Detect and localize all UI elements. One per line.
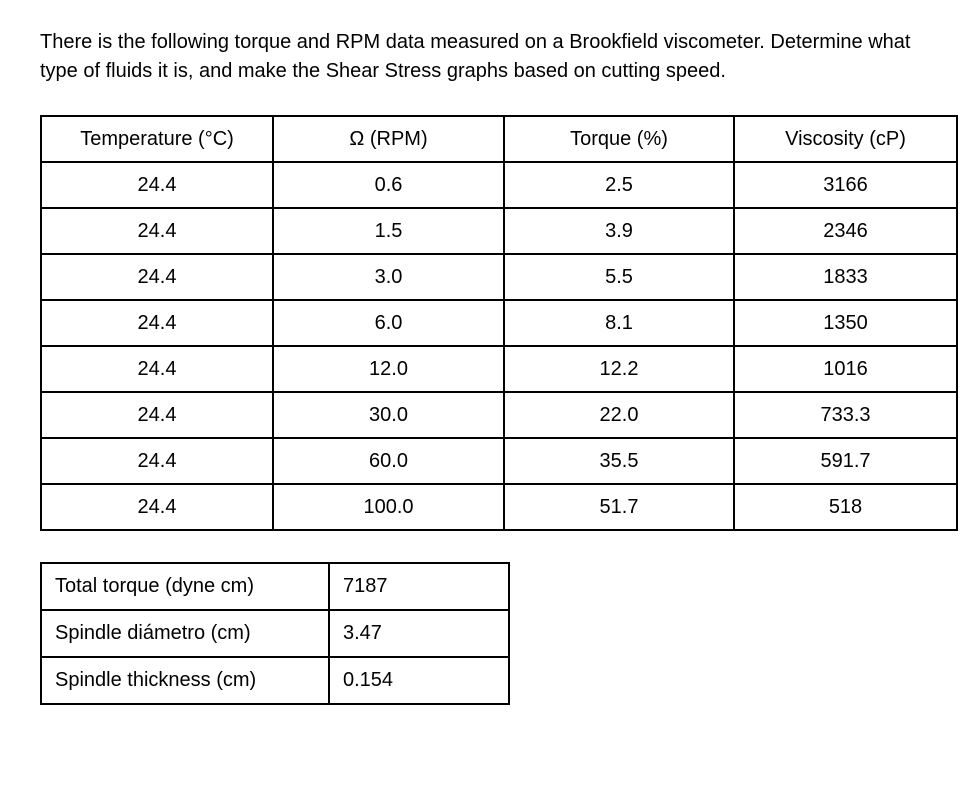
table-row: Spindle diámetro (cm) 3.47 — [40, 609, 510, 658]
table-cell: 5.5 — [503, 253, 735, 301]
parameter-value: 0.154 — [328, 656, 510, 705]
table-cell: 3.9 — [503, 207, 735, 255]
table-cell: 2346 — [733, 207, 958, 255]
table-cell: 591.7 — [733, 437, 958, 485]
column-header-temperature: Temperature (°C) — [40, 115, 274, 163]
table-cell: 24.4 — [40, 345, 274, 393]
table-cell: 35.5 — [503, 437, 735, 485]
header-row: Temperature (°C) Ω (RPM) Torque (%) Visc… — [40, 115, 958, 163]
table-cell: 100.0 — [272, 483, 505, 531]
table-row: 24.4 60.0 35.5 591.7 — [40, 437, 958, 485]
table-row: Spindle thickness (cm) 0.154 — [40, 656, 510, 705]
parameter-value: 3.47 — [328, 609, 510, 658]
parameter-label: Spindle thickness (cm) — [40, 656, 330, 705]
table-row: 24.4 3.0 5.5 1833 — [40, 253, 958, 301]
table-cell: 24.4 — [40, 207, 274, 255]
table-cell: 2.5 — [503, 161, 735, 209]
table-cell: 22.0 — [503, 391, 735, 439]
table-cell: 1.5 — [272, 207, 505, 255]
table-cell: 24.4 — [40, 161, 274, 209]
page: There is the following torque and RPM da… — [40, 31, 958, 705]
column-header-rpm: Ω (RPM) — [272, 115, 505, 163]
table-cell: 24.4 — [40, 437, 274, 485]
table-cell: 8.1 — [503, 299, 735, 347]
table-cell: 0.6 — [272, 161, 505, 209]
table-cell: 60.0 — [272, 437, 505, 485]
table-cell: 51.7 — [503, 483, 735, 531]
parameter-value: 7187 — [328, 562, 510, 611]
table-cell: 24.4 — [40, 483, 274, 531]
column-header-torque: Torque (%) — [503, 115, 735, 163]
table-cell: 24.4 — [40, 253, 274, 301]
table-row: 24.4 30.0 22.0 733.3 — [40, 391, 958, 439]
table-cell: 1833 — [733, 253, 958, 301]
table-row: 24.4 12.0 12.2 1016 — [40, 345, 958, 393]
table-row: 24.4 100.0 51.7 518 — [40, 483, 958, 531]
table-cell: 12.2 — [503, 345, 735, 393]
table-cell: 30.0 — [272, 391, 505, 439]
table-cell: 1350 — [733, 299, 958, 347]
table-cell: 12.0 — [272, 345, 505, 393]
table-cell: 6.0 — [272, 299, 505, 347]
parameter-label: Spindle diámetro (cm) — [40, 609, 330, 658]
table-row: 24.4 0.6 2.5 3166 — [40, 161, 958, 209]
parameter-label: Total torque (dyne cm) — [40, 562, 330, 611]
table-cell: 1016 — [733, 345, 958, 393]
viscometer-data-table: Temperature (°C) Ω (RPM) Torque (%) Visc… — [40, 115, 958, 531]
table-cell: 733.3 — [733, 391, 958, 439]
table-row: Total torque (dyne cm) 7187 — [40, 562, 510, 611]
column-header-viscosity: Viscosity (cP) — [733, 115, 958, 163]
table-cell: 518 — [733, 483, 958, 531]
table-cell: 3166 — [733, 161, 958, 209]
table-cell: 3.0 — [272, 253, 505, 301]
table-cell: 24.4 — [40, 391, 274, 439]
problem-statement: There is the following torque and RPM da… — [40, 31, 911, 82]
parameters-table: Total torque (dyne cm) 7187 Spindle diám… — [40, 562, 510, 705]
table-row: 24.4 1.5 3.9 2346 — [40, 207, 958, 255]
table-cell: 24.4 — [40, 299, 274, 347]
table-row: 24.4 6.0 8.1 1350 — [40, 299, 958, 347]
